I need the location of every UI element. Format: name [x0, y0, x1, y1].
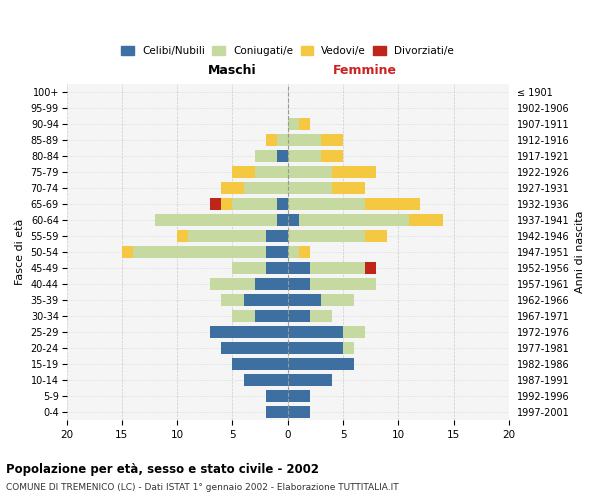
- Bar: [266, 230, 288, 242]
- Bar: [365, 262, 376, 274]
- Legend: Celibi/Nubili, Coniugati/e, Vedovi/e, Divorziati/e: Celibi/Nubili, Coniugati/e, Vedovi/e, Di…: [117, 42, 458, 60]
- Bar: [310, 310, 332, 322]
- Bar: [288, 134, 321, 146]
- Bar: [277, 214, 288, 226]
- Bar: [288, 342, 343, 354]
- Bar: [288, 358, 354, 370]
- Bar: [155, 214, 277, 226]
- Bar: [122, 246, 133, 258]
- Bar: [266, 406, 288, 418]
- Text: Femmine: Femmine: [333, 64, 397, 78]
- Bar: [409, 214, 443, 226]
- Y-axis label: Anni di nascita: Anni di nascita: [575, 210, 585, 293]
- Text: Maschi: Maschi: [208, 64, 257, 78]
- Bar: [288, 278, 310, 290]
- Bar: [310, 278, 376, 290]
- Bar: [321, 150, 343, 162]
- Bar: [211, 278, 254, 290]
- Bar: [133, 246, 266, 258]
- Bar: [343, 342, 354, 354]
- Bar: [277, 150, 288, 162]
- Bar: [221, 198, 232, 210]
- Bar: [232, 310, 254, 322]
- Bar: [277, 134, 288, 146]
- Bar: [232, 262, 266, 274]
- Bar: [299, 118, 310, 130]
- Bar: [299, 246, 310, 258]
- Bar: [254, 310, 288, 322]
- Bar: [365, 198, 421, 210]
- Bar: [232, 358, 288, 370]
- Bar: [254, 278, 288, 290]
- Bar: [288, 326, 343, 338]
- Bar: [244, 182, 288, 194]
- Bar: [288, 406, 310, 418]
- Bar: [221, 342, 288, 354]
- Bar: [288, 150, 321, 162]
- Bar: [288, 310, 310, 322]
- Bar: [188, 230, 266, 242]
- Bar: [321, 134, 343, 146]
- Bar: [288, 182, 332, 194]
- Bar: [211, 326, 288, 338]
- Bar: [232, 166, 254, 178]
- Bar: [211, 198, 221, 210]
- Bar: [288, 230, 365, 242]
- Bar: [310, 262, 365, 274]
- Bar: [232, 198, 277, 210]
- Bar: [288, 118, 299, 130]
- Bar: [321, 294, 354, 306]
- Bar: [254, 150, 277, 162]
- Bar: [244, 374, 288, 386]
- Bar: [288, 246, 299, 258]
- Bar: [288, 166, 332, 178]
- Y-axis label: Fasce di età: Fasce di età: [15, 219, 25, 285]
- Bar: [288, 262, 310, 274]
- Bar: [288, 294, 321, 306]
- Bar: [266, 390, 288, 402]
- Bar: [343, 326, 365, 338]
- Bar: [299, 214, 409, 226]
- Bar: [266, 246, 288, 258]
- Bar: [288, 198, 365, 210]
- Bar: [254, 166, 288, 178]
- Bar: [365, 230, 387, 242]
- Text: Popolazione per età, sesso e stato civile - 2002: Popolazione per età, sesso e stato civil…: [6, 462, 319, 475]
- Bar: [221, 294, 244, 306]
- Bar: [177, 230, 188, 242]
- Bar: [266, 134, 277, 146]
- Bar: [277, 198, 288, 210]
- Bar: [244, 294, 288, 306]
- Bar: [221, 182, 244, 194]
- Bar: [332, 166, 376, 178]
- Bar: [288, 214, 299, 226]
- Text: COMUNE DI TREMENICO (LC) - Dati ISTAT 1° gennaio 2002 - Elaborazione TUTTITALIA.: COMUNE DI TREMENICO (LC) - Dati ISTAT 1°…: [6, 482, 398, 492]
- Bar: [266, 262, 288, 274]
- Bar: [332, 182, 365, 194]
- Bar: [288, 390, 310, 402]
- Bar: [288, 374, 332, 386]
